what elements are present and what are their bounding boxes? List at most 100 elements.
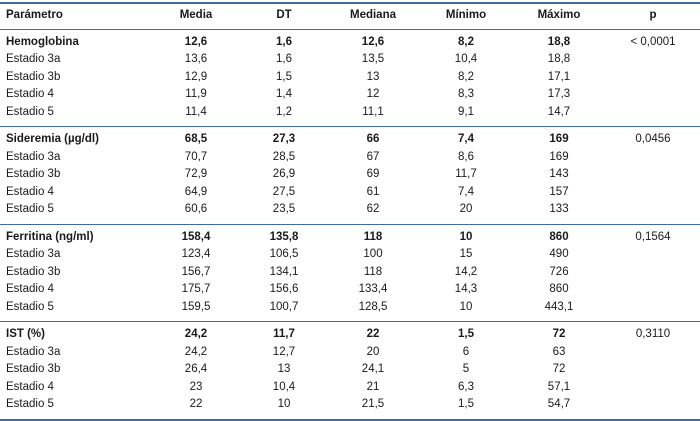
column-header-media: Media xyxy=(150,3,242,30)
stat-cell: 490 xyxy=(549,248,569,260)
stat-cell: 159,5 xyxy=(181,300,211,313)
stat-cell: 143 xyxy=(549,168,569,180)
p-value-cell-empty xyxy=(606,51,700,69)
estadio-label: Estadio 4 xyxy=(6,283,54,295)
stat-cell: 54,7 xyxy=(547,398,571,410)
stat-cell: 11,1 xyxy=(362,105,384,118)
stat-cell: 21,5 xyxy=(361,398,385,410)
table-row: Estadio 3b 156,7 134,1 118 14,2 726 xyxy=(0,264,700,282)
stat-cell: 8,2 xyxy=(458,35,474,48)
estadio-label: Estadio 3b xyxy=(6,363,61,375)
stat-cell: 1,5 xyxy=(458,398,474,410)
p-value-cell: < 0,0001 xyxy=(630,35,676,48)
stat-cell: 1,2 xyxy=(276,105,292,118)
stat-cell: 1,5 xyxy=(420,321,512,344)
stat-cell: 1,4 xyxy=(276,88,292,100)
p-value-cell-empty xyxy=(606,201,700,224)
column-header-maximo: Máximo xyxy=(512,3,606,30)
table-row: Estadio 4 64,9 27,5 61 7,4 157 xyxy=(0,184,700,202)
stat-cell: 12,6 xyxy=(184,35,208,48)
stat-cell: 17,3 xyxy=(547,88,571,100)
p-value-cell-empty xyxy=(606,361,700,379)
column-header-minimo: Mínimo xyxy=(420,3,512,30)
column-header-mediana: Mediana xyxy=(326,3,420,30)
stat-cell: 24,1 xyxy=(361,363,385,375)
stat-cell: 12,9 xyxy=(184,70,208,83)
stat-cell: 18,8 xyxy=(547,53,571,65)
stat-cell: 13 xyxy=(366,70,380,83)
stat-cell: 72 xyxy=(552,363,566,375)
stat-cell: 68,5 xyxy=(150,126,242,149)
p-value-cell-empty xyxy=(606,344,700,362)
stat-cell: 14,7 xyxy=(547,105,571,118)
stat-cell: 20 xyxy=(366,345,380,358)
p-value-cell-empty xyxy=(606,104,700,127)
stat-cell: 118 xyxy=(363,265,383,278)
stat-cell: 12 xyxy=(366,88,380,100)
stat-cell: 67 xyxy=(366,150,380,163)
stat-cell: 11,4 xyxy=(185,105,207,118)
stat-cell: 135,8 xyxy=(242,223,326,246)
p-value-cell-empty xyxy=(606,379,700,397)
stat-cell: 28,5 xyxy=(272,150,296,163)
stat-cell: 156,6 xyxy=(269,283,299,295)
stat-cell: 26,9 xyxy=(272,168,296,180)
p-value-cell-empty xyxy=(606,299,700,322)
table-row: Estadio 4 11,9 1,4 12 8,3 17,3 xyxy=(0,86,700,104)
stat-cell: 22 xyxy=(189,398,203,410)
param-label: Hemoglobina xyxy=(6,35,79,48)
table-row: Estadio 3a 123,4 106,5 100 15 490 xyxy=(0,246,700,264)
stat-cell: 1,6 xyxy=(276,53,292,65)
table-row: Estadio 5 22 10 21,5 1,5 54,7 xyxy=(0,396,700,420)
stat-cell: 70,7 xyxy=(184,150,208,163)
p-value-cell-empty xyxy=(606,396,700,420)
stat-cell: 100 xyxy=(363,248,383,260)
stat-cell: 63 xyxy=(552,345,566,358)
stat-cell: 11,7 xyxy=(455,168,477,180)
table-row: Estadio 3b 72,9 26,9 69 11,7 143 xyxy=(0,166,700,184)
stat-cell: 24,2 xyxy=(184,345,208,358)
table-row: Estadio 3b 12,9 1,5 13 8,2 17,1 xyxy=(0,69,700,87)
table-row: Estadio 3a 70,7 28,5 67 8,6 169 xyxy=(0,149,700,167)
param-label: IST (%) xyxy=(0,321,150,344)
stat-cell: 60,6 xyxy=(184,203,208,215)
stat-cell: 13,5 xyxy=(361,53,385,65)
stat-cell: 10 xyxy=(277,398,291,410)
stat-cell: 14,2 xyxy=(454,265,478,278)
stat-cell: 64,9 xyxy=(184,185,208,198)
estadio-label: Estadio 4 xyxy=(6,88,54,100)
estadio-label: Estadio 4 xyxy=(6,185,54,198)
estadio-label: Estadio 3b xyxy=(6,168,61,180)
stat-cell: 72,9 xyxy=(184,168,208,180)
stat-cell: 157 xyxy=(549,185,569,198)
column-header-dt: DT xyxy=(242,3,326,30)
stat-cell: 118 xyxy=(326,223,420,246)
stat-cell: 134,1 xyxy=(269,265,299,278)
table-row: Estadio 3a 13,6 1,6 13,5 10,4 18,8 xyxy=(0,51,700,69)
stat-cell: 26,4 xyxy=(184,363,208,375)
header-row: Parámetro Media DT Mediana Mínimo Máximo… xyxy=(0,3,700,30)
stat-cell: 860 xyxy=(549,283,569,295)
estadio-label: Estadio 3a xyxy=(6,345,61,358)
stat-cell: 7,4 xyxy=(458,185,474,198)
p-value-cell-empty xyxy=(606,264,700,282)
stat-cell: 27,3 xyxy=(242,126,326,149)
group-row: Hemoglobina 12,6 1,6 12,6 8,2 18,8 < 0,0001 xyxy=(0,29,700,51)
stat-cell: 156,7 xyxy=(181,265,211,278)
p-value-cell-empty xyxy=(606,149,700,167)
stat-cell: 23 xyxy=(189,380,203,393)
column-header-p: p xyxy=(606,3,700,30)
table-row: Estadio 5 60,6 23,5 62 20 133 xyxy=(0,201,700,224)
stat-cell: 158,4 xyxy=(150,223,242,246)
stat-cell: 860 xyxy=(512,223,606,246)
p-value-cell-empty xyxy=(606,281,700,299)
stat-cell: 5 xyxy=(462,363,470,375)
stat-cell: 8,3 xyxy=(458,88,474,100)
stat-cell: 1,6 xyxy=(276,35,292,48)
param-label: Sideremia (µg/dl) xyxy=(0,126,150,149)
table-row: Estadio 3a 24,2 12,7 20 6 63 xyxy=(0,344,700,362)
stat-cell: 62 xyxy=(366,203,380,215)
stat-cell: 10 xyxy=(459,300,473,313)
stat-cell: 20 xyxy=(459,203,473,215)
